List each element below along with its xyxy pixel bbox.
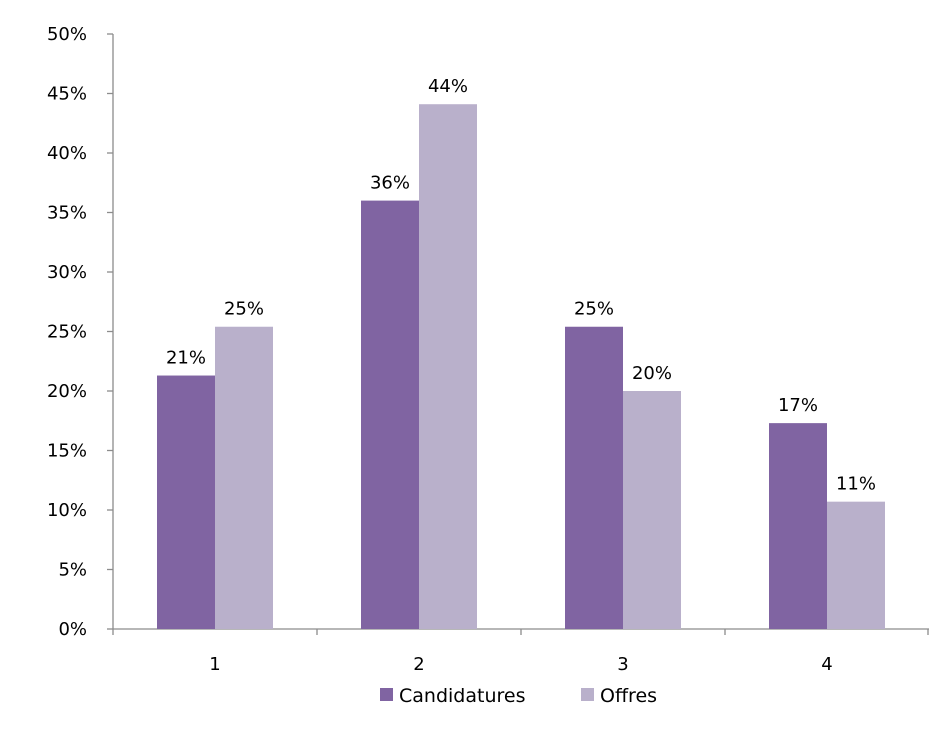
data-label: 11% [836,474,876,495]
bar-candidatures-3 [565,326,623,629]
bar-offres-2 [419,104,477,629]
legend-swatch-offres [581,688,594,701]
legend-swatch-candidatures [380,688,393,701]
data-labels-group: 21% 25% 36% 44% 25% 20% 17% 11% [166,76,876,494]
x-tick-label: 2 [413,654,424,675]
legend: Candidatures Offres [380,685,657,707]
data-label: 17% [778,395,818,416]
y-tick-label: 30% [47,262,87,283]
y-tick-label: 15% [47,441,87,462]
data-label: 21% [166,348,206,369]
data-label: 44% [428,76,468,97]
y-tick-label: 40% [47,143,87,164]
y-tick-label: 50% [47,24,87,45]
x-tick-label: 3 [617,654,628,675]
y-tick-label: 45% [47,84,87,105]
y-tick-label: 10% [47,500,87,521]
bar-candidatures-1 [157,375,215,629]
y-tick-label: 5% [58,560,87,581]
bar-candidatures-4 [769,423,827,629]
y-axis: 0% 5% 10% 15% 20% 25% 30% 35% 40% 45% 50% [47,24,114,640]
x-tick-label: 1 [209,654,220,675]
y-tick-label: 25% [47,322,87,343]
y-tick-label: 20% [47,381,87,402]
x-tick-label: 4 [821,654,832,675]
data-label: 20% [632,363,672,384]
bar-offres-3 [623,391,681,629]
bar-offres-1 [215,326,273,629]
legend-label-offres: Offres [600,685,657,707]
y-tick-label: 35% [47,203,87,224]
x-axis: 1 2 3 4 [112,628,929,675]
data-label: 25% [224,299,264,320]
data-label: 25% [574,299,614,320]
legend-label-candidatures: Candidatures [399,685,525,707]
bars-group [157,104,885,629]
y-tick-label: 0% [58,619,87,640]
bar-candidatures-2 [361,200,419,629]
bar-offres-4 [827,501,885,629]
data-label: 36% [370,173,410,194]
